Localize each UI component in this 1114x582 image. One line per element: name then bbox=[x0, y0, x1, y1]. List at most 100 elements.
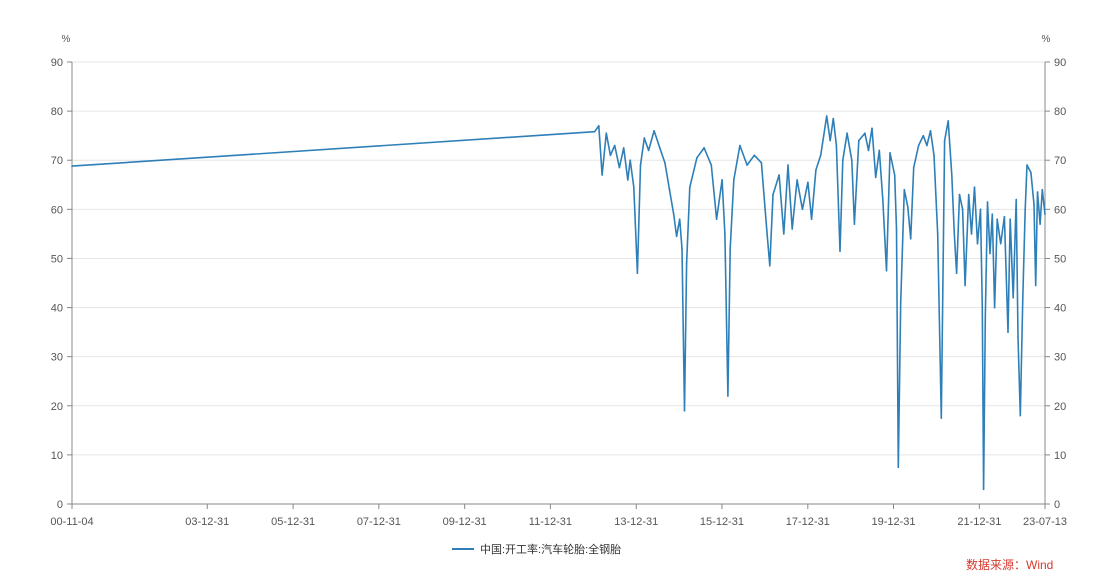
y-tick-label-left: 10 bbox=[51, 450, 63, 462]
legend-label: 中国:开工率:汽车轮胎:全钢胎 bbox=[480, 544, 622, 556]
x-tick-label: 07-12-31 bbox=[357, 516, 401, 528]
y-tick-label-left: 30 bbox=[51, 352, 63, 364]
data-point bbox=[926, 144, 928, 147]
data-point bbox=[912, 166, 915, 169]
data-point bbox=[953, 233, 956, 235]
data-point bbox=[1009, 218, 1011, 220]
data-point bbox=[964, 284, 966, 287]
series-layer bbox=[71, 115, 1046, 491]
data-point bbox=[1039, 223, 1041, 225]
data-point bbox=[769, 265, 771, 267]
data-point bbox=[760, 161, 763, 164]
data-point bbox=[71, 165, 73, 167]
data-point bbox=[729, 247, 731, 250]
data-point bbox=[1034, 284, 1037, 287]
data-point bbox=[967, 193, 970, 196]
data-point bbox=[629, 159, 631, 161]
data-point bbox=[685, 262, 688, 265]
y-tick-label-left: 90 bbox=[51, 57, 63, 69]
data-point bbox=[871, 127, 873, 130]
y-tick-label-left: 20 bbox=[51, 401, 63, 413]
data-point bbox=[783, 233, 785, 235]
x-tick-label: 23-07-13 bbox=[1023, 516, 1067, 528]
data-point bbox=[1041, 188, 1044, 191]
data-point bbox=[772, 193, 774, 196]
data-point bbox=[601, 174, 603, 176]
data-point bbox=[893, 174, 896, 176]
data-point bbox=[996, 218, 998, 220]
y-tick-label-right: 80 bbox=[1054, 106, 1066, 118]
data-point bbox=[1026, 164, 1028, 166]
y-tick-label-right: 50 bbox=[1054, 253, 1066, 265]
data-point bbox=[958, 193, 961, 196]
y-tick-label-left: 80 bbox=[51, 106, 63, 118]
data-point bbox=[1024, 208, 1026, 211]
data-point bbox=[598, 125, 600, 127]
data-point bbox=[835, 144, 838, 147]
data-point bbox=[917, 144, 920, 147]
data-point bbox=[765, 228, 768, 230]
data-point bbox=[839, 250, 841, 252]
data-point bbox=[903, 188, 906, 191]
y-tick-label-right: 90 bbox=[1054, 57, 1066, 69]
data-point bbox=[1033, 203, 1035, 206]
data-point bbox=[976, 242, 979, 245]
data-point bbox=[696, 157, 698, 159]
data-point bbox=[1017, 336, 1019, 338]
data-point bbox=[889, 152, 891, 154]
data-point bbox=[636, 272, 639, 275]
data-point bbox=[787, 164, 789, 166]
data-point bbox=[819, 154, 822, 157]
series-line bbox=[71, 115, 1046, 491]
y-tick-label-right: 30 bbox=[1054, 352, 1066, 364]
source-note: 数据来源：Wind bbox=[966, 558, 1054, 572]
data-point bbox=[940, 417, 943, 419]
data-point bbox=[989, 252, 991, 255]
data-point bbox=[618, 166, 621, 169]
data-point bbox=[970, 233, 973, 235]
y-tick-label-left: 50 bbox=[51, 253, 63, 265]
data-point bbox=[659, 147, 661, 149]
data-point bbox=[807, 181, 809, 184]
data-point bbox=[874, 176, 877, 179]
data-point bbox=[683, 409, 686, 412]
data-point bbox=[593, 130, 596, 133]
data-point bbox=[1044, 213, 1046, 215]
y-tick-label-left: 40 bbox=[51, 303, 63, 315]
data-point bbox=[832, 117, 835, 120]
data-point bbox=[1012, 296, 1014, 299]
data-point bbox=[829, 139, 831, 142]
y-tick-label-right: 70 bbox=[1054, 155, 1066, 167]
data-point bbox=[668, 188, 671, 191]
data-point bbox=[943, 139, 946, 142]
data-point bbox=[973, 186, 976, 188]
data-point bbox=[724, 233, 726, 235]
y-tick-label-right: 40 bbox=[1054, 303, 1066, 315]
data-point bbox=[815, 169, 817, 171]
y-tick-label-right: 20 bbox=[1054, 401, 1066, 413]
data-point bbox=[853, 223, 856, 225]
data-point bbox=[796, 179, 798, 181]
grid-lines bbox=[72, 61, 1045, 505]
data-point bbox=[1030, 171, 1032, 174]
data-point bbox=[867, 149, 870, 152]
data-point bbox=[885, 269, 888, 272]
data-point bbox=[689, 186, 691, 188]
data-point bbox=[633, 186, 635, 188]
data-point bbox=[936, 233, 939, 235]
data-point bbox=[929, 130, 932, 132]
y-tick-label-left: 70 bbox=[51, 155, 63, 167]
y-tick-label-right: 10 bbox=[1054, 450, 1066, 462]
data-point bbox=[721, 179, 723, 181]
y-tick-label-right: 0 bbox=[1054, 499, 1060, 511]
data-point bbox=[681, 247, 683, 250]
data-point bbox=[746, 164, 748, 166]
data-point bbox=[991, 213, 994, 215]
y-tick-label-left: 60 bbox=[51, 204, 63, 216]
data-point bbox=[979, 208, 982, 211]
data-point bbox=[907, 206, 909, 208]
x-tick-label: 15-12-31 bbox=[700, 516, 744, 528]
data-point bbox=[643, 137, 646, 139]
